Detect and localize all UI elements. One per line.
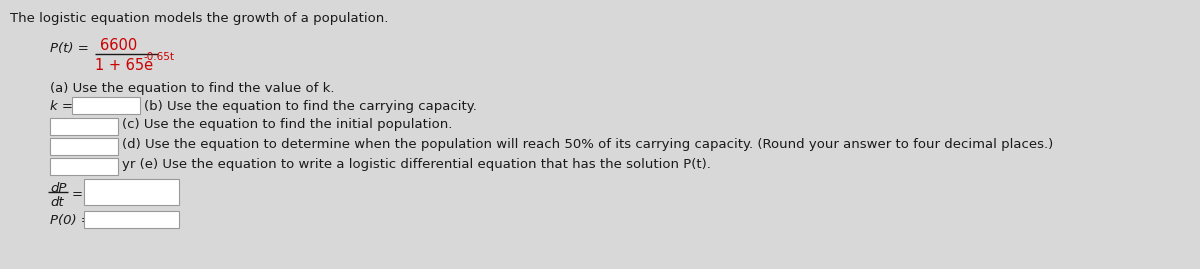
Text: -0.65t: -0.65t (143, 52, 174, 62)
Text: (c) Use the equation to find the initial population.: (c) Use the equation to find the initial… (122, 118, 452, 131)
Bar (50, 118, 118, 135)
Text: dP: dP (50, 182, 66, 195)
Text: yr (e) Use the equation to write a logistic differential equation that has the s: yr (e) Use the equation to write a logis… (122, 158, 710, 171)
Text: (b) Use the equation to find the carrying capacity.: (b) Use the equation to find the carryin… (144, 100, 476, 113)
Text: (a) Use the equation to find the value of k.: (a) Use the equation to find the value o… (50, 82, 335, 95)
Text: P(t) =: P(t) = (50, 42, 89, 55)
Bar (50, 158, 118, 175)
Bar (84, 179, 179, 205)
Text: =: = (72, 188, 83, 201)
Text: The logistic equation models the growth of a population.: The logistic equation models the growth … (10, 12, 389, 25)
Text: 6600: 6600 (100, 38, 137, 53)
Text: 1 + 65e: 1 + 65e (95, 58, 154, 73)
Text: k =: k = (50, 100, 73, 113)
Text: dt: dt (50, 196, 64, 209)
Text: P(0) =: P(0) = (50, 214, 92, 227)
Bar (84, 211, 179, 228)
Bar (72, 97, 140, 114)
Text: (d) Use the equation to determine when the population will reach 50% of its carr: (d) Use the equation to determine when t… (122, 138, 1054, 151)
Bar (50, 138, 118, 155)
